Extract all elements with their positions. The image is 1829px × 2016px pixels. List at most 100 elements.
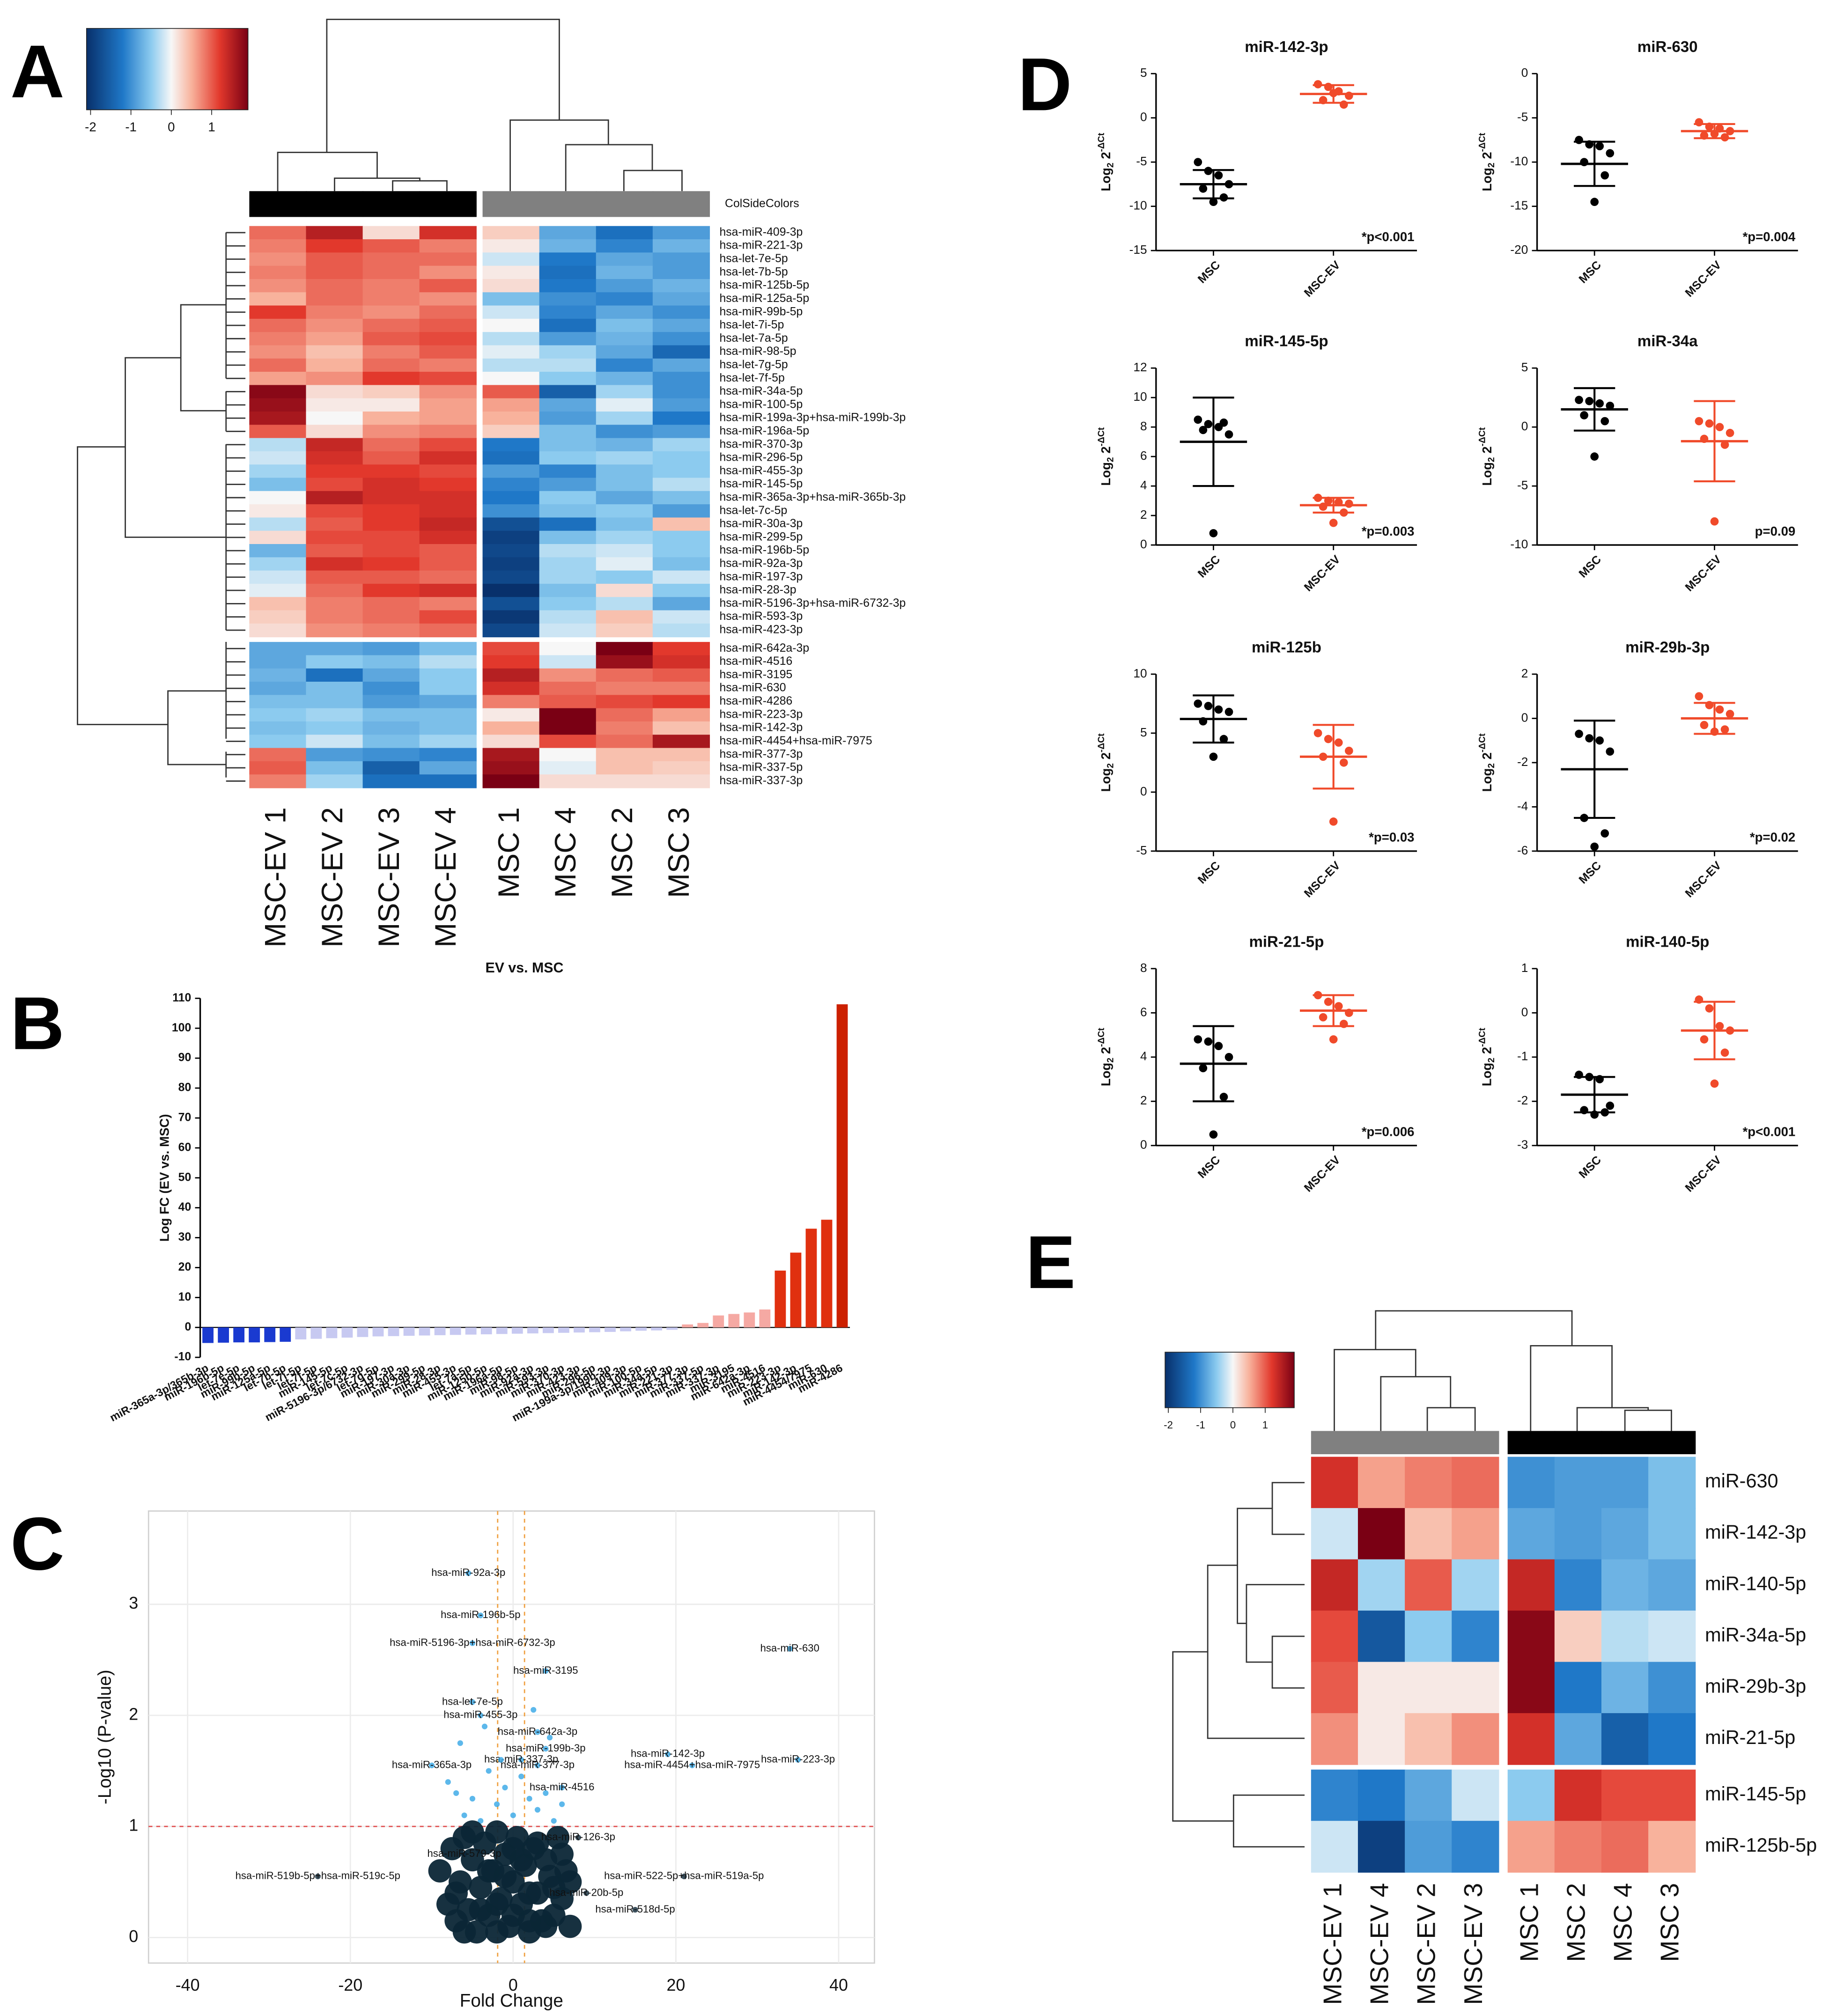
bar <box>295 1327 307 1339</box>
point <box>1585 140 1593 149</box>
heatmap-cell <box>306 411 363 426</box>
heatmap-cell <box>249 358 307 373</box>
annotation: p=0.09 <box>1755 524 1796 538</box>
point <box>546 1735 553 1741</box>
heatmap-cell <box>362 358 420 373</box>
heatmap-cell <box>539 708 597 722</box>
y-tick-label: 2 <box>1140 1093 1147 1107</box>
heatmap-cell <box>482 226 540 240</box>
heatmap-cell <box>306 517 363 531</box>
point <box>452 1920 476 1944</box>
subplot-title: miR-630 <box>1637 38 1698 56</box>
heatmap-cell <box>306 735 363 749</box>
heatmap-cell <box>1648 1611 1696 1663</box>
heatmap-cell <box>419 761 477 775</box>
row-label: hsa-miR-593-3p <box>719 610 803 623</box>
heatmap-cell <box>419 682 477 696</box>
point-label: hsa-miR-377-3p <box>501 1758 575 1770</box>
point <box>1334 738 1343 747</box>
point <box>1219 735 1228 743</box>
heatmap-cell <box>539 623 597 638</box>
point-label: hsa-miR-5196-3p+hsa-miR-6732-3p <box>390 1637 555 1648</box>
dendrogram <box>1172 1482 1305 1848</box>
heatmap-cell <box>652 239 710 253</box>
point <box>1224 180 1233 189</box>
heatmap-cell <box>419 478 477 492</box>
heatmap-cell <box>539 239 597 253</box>
panel-label: C <box>10 1501 65 1585</box>
point <box>1319 96 1328 104</box>
point <box>1313 80 1322 88</box>
heatmap-cell <box>249 305 307 319</box>
x-tick-label: 20 <box>666 1976 685 1994</box>
y-tick-label: 70 <box>178 1111 192 1124</box>
heatmap-cell <box>249 708 307 722</box>
point-label: hsa-miR-196b-5p <box>441 1609 520 1620</box>
heatmap-cell <box>539 597 597 611</box>
point <box>444 1881 468 1905</box>
y-tick-label: 1 <box>1521 961 1528 975</box>
point <box>1204 420 1213 428</box>
heatmap-cell <box>306 372 363 386</box>
heatmap-cell <box>362 279 420 293</box>
heatmap-cell <box>482 252 540 266</box>
heatmap-cell <box>652 735 710 749</box>
heatmap-cell <box>249 530 307 545</box>
heatmap-cell <box>652 504 710 518</box>
heatmap-cell <box>419 544 477 558</box>
heatmap-cell <box>596 252 653 266</box>
y-tick-label: 8 <box>1140 419 1147 433</box>
point <box>1600 171 1609 180</box>
y-tick-label: 5 <box>1140 66 1147 80</box>
bar <box>480 1327 492 1334</box>
point <box>1339 1020 1348 1028</box>
heatmap-cell <box>1601 1821 1649 1873</box>
point <box>478 1612 484 1619</box>
y-axis-label-part: 2 <box>1487 162 1497 168</box>
heatmap-cell <box>306 292 363 306</box>
point-label: hsa-miR-365a-3p <box>392 1758 472 1770</box>
row-label: hsa-miR-145-5p <box>719 478 803 490</box>
heatmap-cell <box>249 774 307 788</box>
bar <box>511 1327 523 1334</box>
bar <box>264 1327 276 1342</box>
heatmap-cell <box>596 398 653 412</box>
heatmap-cell <box>482 464 540 478</box>
heatmap-cell <box>1311 1821 1359 1873</box>
heatmap-cell <box>419 517 477 531</box>
point <box>1595 736 1604 745</box>
point-label: hsa-miR-126-3p <box>541 1831 615 1843</box>
row-label: hsa-miR-196b-5p <box>719 544 809 557</box>
point <box>1606 747 1615 756</box>
y-axis-label-part: 2 <box>1099 1047 1113 1058</box>
heatmap-cell <box>482 668 540 683</box>
x-tick-label: 0 <box>509 1976 518 1994</box>
row-label: hsa-miR-197-3p <box>719 570 803 583</box>
row-label: hsa-miR-296-5p <box>719 451 803 464</box>
heatmap-cell <box>249 504 307 518</box>
heatmap-cell <box>539 305 597 319</box>
point <box>1700 721 1709 729</box>
panel-label: D <box>1018 42 1072 126</box>
heatmap-cell <box>1405 1457 1453 1509</box>
heatmap-cell <box>362 345 420 359</box>
point <box>543 1745 549 1752</box>
point <box>1705 419 1714 428</box>
heatmap-cell <box>362 451 420 465</box>
point <box>315 1873 321 1879</box>
row-label: hsa-miR-630 <box>719 682 786 694</box>
y-axis-label-part: -ΔCt <box>1478 427 1488 446</box>
point <box>428 1859 452 1883</box>
heatmap-cell <box>482 517 540 531</box>
heatmap-cell <box>306 721 363 736</box>
point <box>485 1892 509 1916</box>
heatmap-cell <box>362 398 420 412</box>
point <box>550 1842 574 1866</box>
y-axis-label: Log2 2-ΔCt <box>1478 427 1497 486</box>
y-tick-label: 50 <box>178 1171 192 1184</box>
heatmap-cell <box>1311 1508 1359 1560</box>
y-axis-label: Log2 2-ΔCt <box>1478 733 1497 792</box>
heatmap-cell <box>249 292 307 306</box>
point <box>1324 997 1333 1006</box>
heatmap-cell <box>482 570 540 584</box>
